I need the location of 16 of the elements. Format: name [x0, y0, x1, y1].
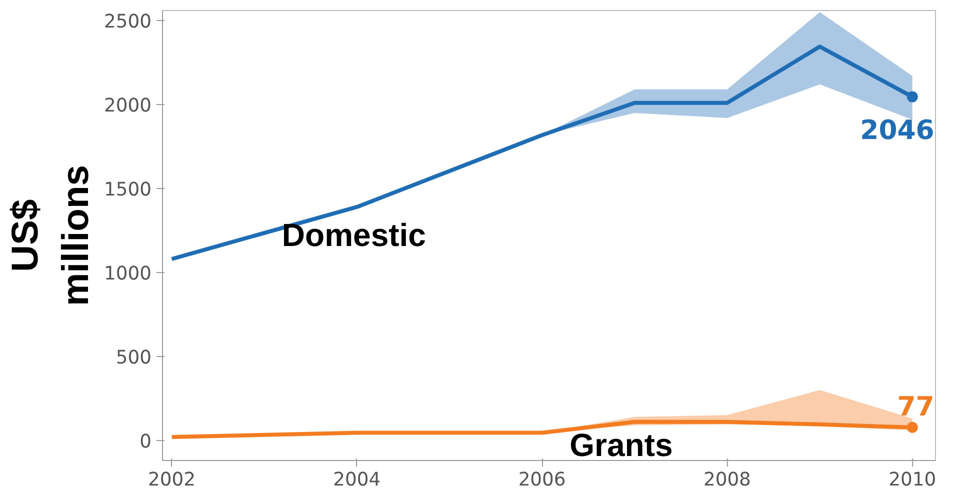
y-tick-label: 0 — [140, 431, 152, 452]
data-label: 77 — [897, 391, 934, 422]
y-tick-label: 500 — [116, 347, 152, 368]
data-label: 2046 — [860, 114, 934, 146]
x-tick-label: 2002 — [148, 470, 196, 490]
y-tick-label: 2500 — [104, 12, 152, 33]
x-tick-label: 2006 — [518, 470, 566, 490]
x-tick-label: 2008 — [703, 470, 751, 490]
y-axis-title: US$ millions — [4, 164, 96, 306]
x-tick-label: 2004 — [333, 470, 381, 490]
series-label: Grants — [570, 426, 673, 463]
series-label: Domestic — [282, 216, 426, 253]
y-tick-label: 2000 — [104, 96, 152, 117]
y-tick-label: 1000 — [104, 263, 152, 284]
x-tick-label: 2010 — [888, 470, 936, 490]
y-tick-label: 1500 — [104, 179, 152, 200]
